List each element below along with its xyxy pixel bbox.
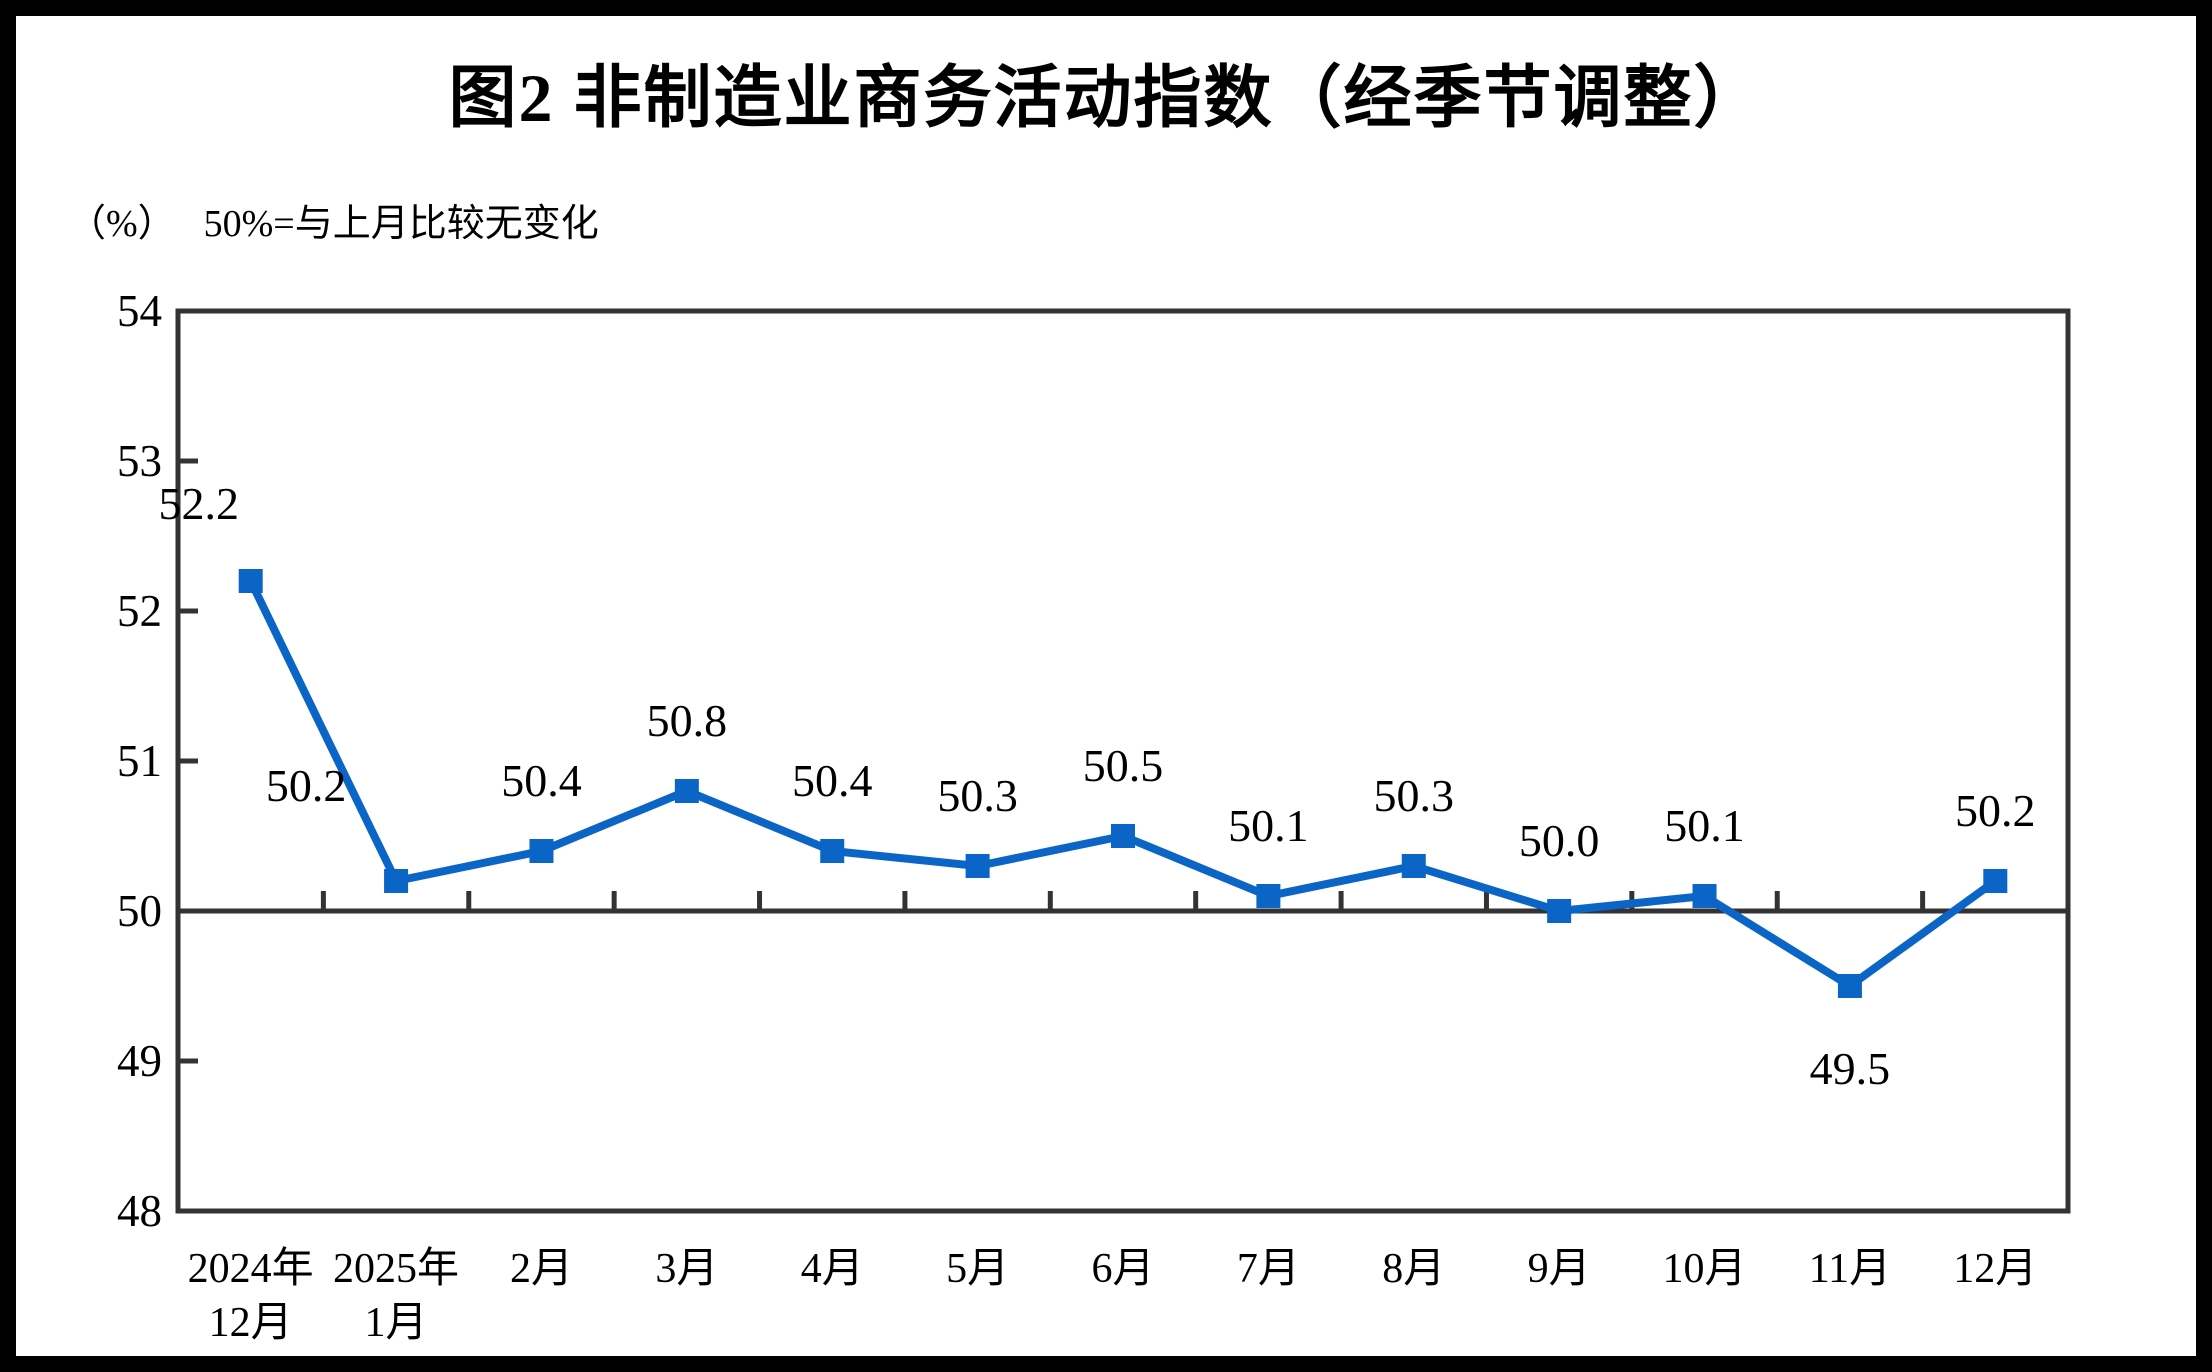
x-tick-label-line: 2025年	[333, 1246, 460, 1292]
x-tick-label-line: 2024年	[187, 1246, 314, 1292]
data-point-marker	[1256, 884, 1281, 908]
x-tick-label: 4月	[717, 1242, 947, 1296]
data-point-marker	[1547, 899, 1572, 923]
unit-label: （%）	[68, 203, 176, 245]
data-point-label: 50.2	[1955, 785, 2036, 836]
x-tick-label: 11月	[1735, 1242, 1965, 1296]
x-tick-label-line: 12月	[208, 1300, 293, 1346]
x-tick-label-line: 4月	[800, 1246, 864, 1292]
x-tick-label-line: 5月	[946, 1246, 1010, 1292]
data-point-marker	[1837, 974, 1862, 998]
data-point-marker	[238, 569, 263, 593]
x-tick-label: 8月	[1299, 1242, 1529, 1296]
x-tick-label: 2025年 1月	[281, 1242, 511, 1350]
x-tick-label: 5月	[863, 1242, 1093, 1296]
x-tick-label: 6月	[1008, 1242, 1238, 1296]
x-tick-label-line: 12月	[1953, 1246, 2038, 1292]
y-tick-label: 50	[117, 886, 162, 936]
data-point-label: 50.3	[1374, 770, 1455, 821]
x-tick-label: 2024年 12月	[136, 1242, 366, 1350]
y-tick-label: 51	[117, 736, 162, 786]
data-point-marker	[965, 854, 990, 878]
data-point-label: 49.5	[1810, 1043, 1891, 1094]
data-point-label: 50.2	[266, 760, 347, 811]
x-tick-label: 9月	[1444, 1242, 1674, 1296]
x-tick-label-line: 10月	[1662, 1246, 1747, 1292]
x-tick-label-line: 9月	[1527, 1246, 1591, 1292]
data-point-label: 50.4	[501, 755, 582, 806]
data-point-label: 52.2	[158, 478, 239, 529]
data-point-marker	[674, 779, 699, 803]
y-tick-label: 54	[117, 286, 162, 336]
data-point-label: 50.5	[1083, 740, 1164, 791]
x-tick-label: 7月	[1153, 1242, 1383, 1296]
x-tick-label-line: 3月	[655, 1246, 719, 1292]
x-tick-label-line: 2月	[509, 1246, 573, 1292]
x-tick-label: 2月	[426, 1242, 656, 1296]
data-point-marker	[1401, 854, 1426, 878]
x-tick-label: 10月	[1590, 1242, 1820, 1296]
data-point-label: 50.1	[1228, 800, 1309, 851]
x-tick-label: 12月	[1880, 1242, 2110, 1296]
x-tick-label: 3月	[572, 1242, 802, 1296]
data-point-label: 50.1	[1664, 800, 1745, 851]
chart-title: 图2 非制造业商务活动指数（经季节调整）	[448, 60, 1764, 136]
data-point-marker	[820, 839, 845, 863]
data-point-marker	[1692, 884, 1717, 908]
data-point-label: 50.0	[1519, 815, 1600, 866]
data-point-marker	[1111, 824, 1135, 848]
data-point-marker	[1983, 869, 2008, 893]
y-tick-label: 48	[117, 1186, 162, 1236]
baseline-note: 50%=与上月比较无变化	[203, 203, 599, 245]
x-tick-label-line: 11月	[1808, 1246, 1892, 1292]
x-tick-label-line: 1月	[364, 1300, 428, 1346]
data-point-marker	[384, 869, 409, 893]
data-point-label: 50.4	[792, 755, 873, 806]
y-tick-label: 49	[117, 1036, 162, 1086]
x-tick-label-line: 7月	[1236, 1246, 1300, 1292]
data-point-label: 50.8	[647, 695, 728, 746]
y-tick-label: 53	[117, 436, 162, 486]
x-tick-label-line: 8月	[1382, 1246, 1446, 1292]
data-point-marker	[529, 839, 554, 863]
x-tick-label-line: 6月	[1091, 1246, 1155, 1292]
chart-plot: 52.2 50.2 50.4 50.8 50.4 50.3 50.5 50.1 50.3 50.0…	[158, 308, 2071, 1214]
y-tick-label: 52	[117, 586, 162, 636]
data-point-label: 50.3	[937, 770, 1018, 821]
axis-unit-note: （%） 50%=与上月比较无变化	[68, 192, 599, 247]
